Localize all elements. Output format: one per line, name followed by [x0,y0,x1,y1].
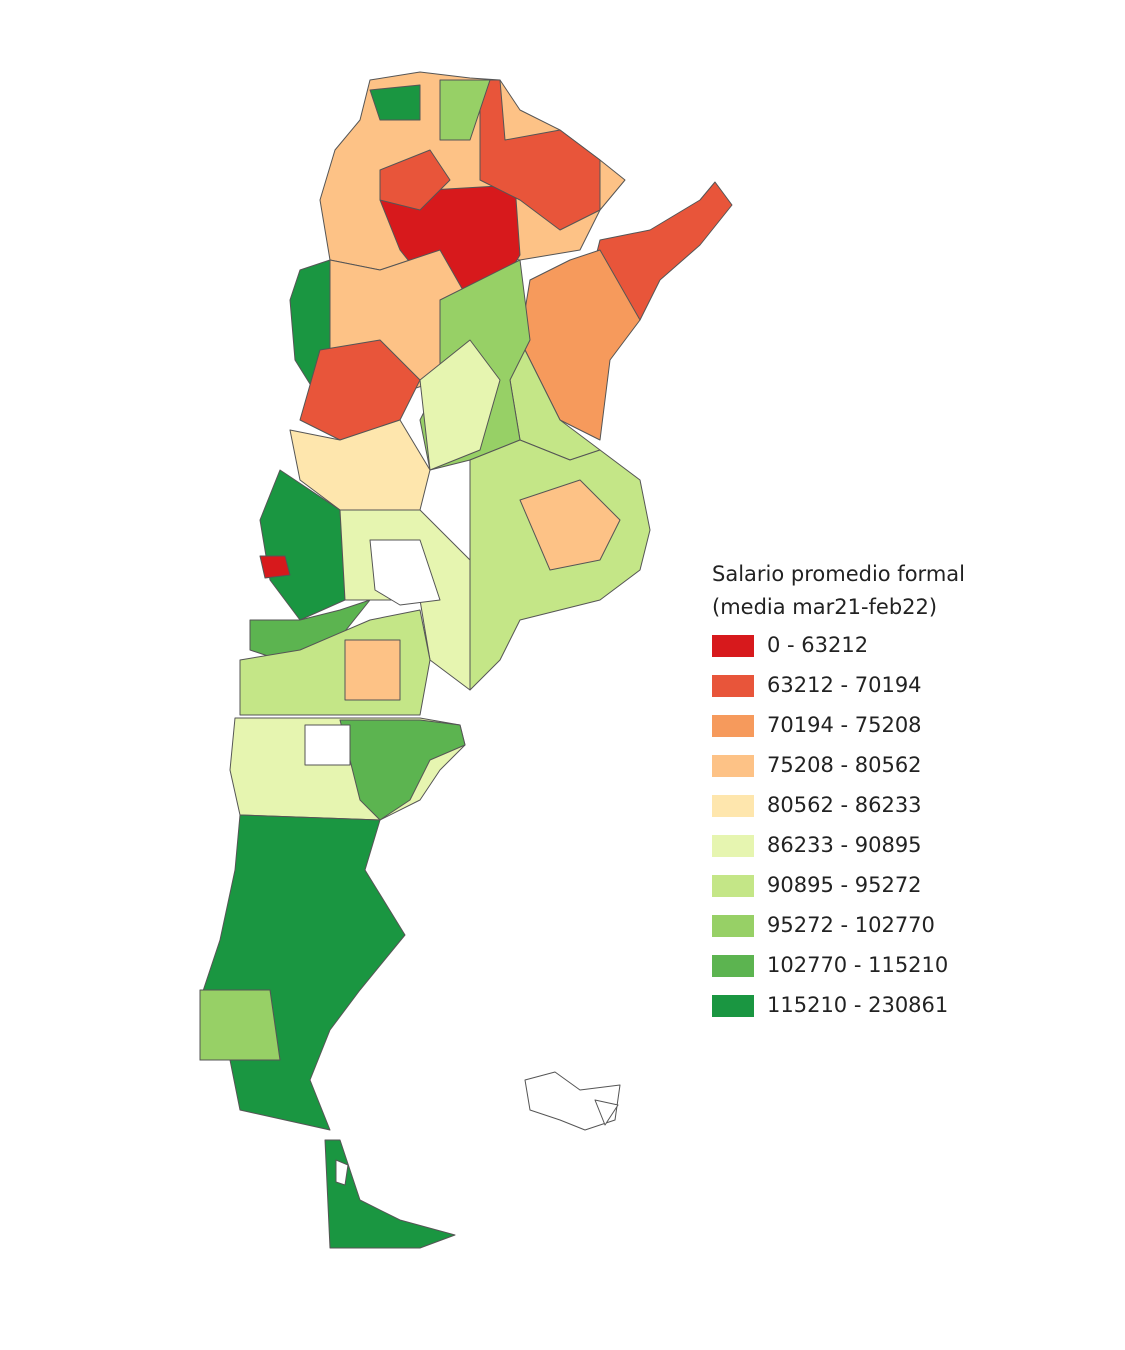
legend-swatch [712,995,754,1017]
legend-swatch [712,675,754,697]
legend-swatch [712,635,754,657]
legend-subtitle: (media mar21-feb22) [712,595,937,619]
legend-swatch [712,955,754,977]
legend-label: 115210 - 230861 [767,993,948,1017]
legend-swatch [712,915,754,937]
legend-swatch [712,795,754,817]
legend: Salario promedio formal (media mar21-feb… [712,562,965,1017]
legend-label: 80562 - 86233 [767,793,922,817]
legend-label: 75208 - 80562 [767,753,922,777]
legend-swatch [712,835,754,857]
legend-label: 86233 - 90895 [767,833,922,857]
legend-label: 63212 - 70194 [767,673,922,697]
legend-label: 90895 - 95272 [767,873,922,897]
legend-title: Salario promedio formal [712,562,965,586]
legend-label: 95272 - 102770 [767,913,935,937]
legend-label: 70194 - 75208 [767,713,922,737]
legend-swatch [712,755,754,777]
map-regions [199,71,733,1249]
legend-label: 102770 - 115210 [767,953,948,977]
legend-swatch [712,715,754,737]
legend-label: 0 - 63212 [767,633,868,657]
legend-swatch [712,875,754,897]
